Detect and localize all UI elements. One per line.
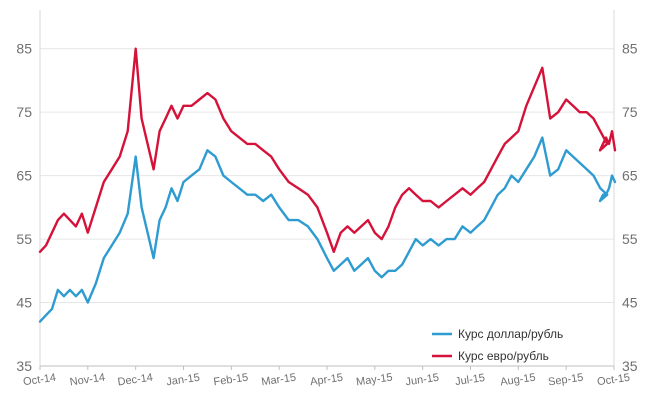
y-tick-label-right: 75 [622, 104, 638, 120]
y-tick-label-left: 55 [16, 231, 32, 247]
x-tick-label: Feb-15 [213, 372, 249, 389]
gridlines [40, 48, 614, 367]
x-tick-label: Dec-14 [117, 372, 154, 389]
y-tick-label-right: 35 [622, 358, 638, 374]
x-tick-label: Jan-15 [166, 372, 201, 389]
x-tick-label: Oct-14 [22, 372, 56, 388]
y-tick-label-right: 85 [622, 41, 638, 57]
usd-rub-line [38, 136, 617, 323]
y-axis-right: 35 45 55 65 75 85 [613, 10, 638, 374]
y-tick-label-right: 55 [622, 231, 638, 247]
series-lines [38, 47, 617, 323]
x-tick-label: Aug-15 [500, 372, 537, 389]
x-axis: Oct-14 Nov-14 Dec-14 Jan-15 Feb-15 Mar-15 Apr-… [22, 365, 631, 389]
y-tick-label-left: 35 [16, 358, 32, 374]
y-tick-label-left: 45 [16, 295, 32, 311]
x-tick-label: Sep-15 [547, 372, 584, 389]
legend-label: Курс доллар/рубль [458, 327, 563, 341]
y-tick-label-left: 65 [16, 168, 32, 184]
eur-rub-line [38, 47, 617, 253]
x-tick-label: Mar-15 [261, 372, 297, 389]
y-tick-label-left: 75 [16, 104, 32, 120]
x-tick-label: May-15 [355, 372, 393, 389]
x-tick-label: Jun-15 [405, 372, 440, 389]
y-tick-label-right: 45 [622, 295, 638, 311]
y-tick-label-left: 85 [16, 41, 32, 57]
y-axis-left: 35 45 55 65 75 85 [16, 10, 41, 374]
legend-label: Курс евро/рубль [458, 349, 549, 363]
y-tick-label-right: 65 [622, 168, 638, 184]
x-tick-label: Oct-15 [596, 372, 630, 388]
x-tick-label: Jul-15 [454, 372, 485, 388]
x-tick-label: Apr-15 [309, 372, 343, 388]
x-tick-label: Nov-14 [69, 372, 106, 389]
legend: Курс доллар/рубль Курс евро/рубль [432, 327, 563, 363]
